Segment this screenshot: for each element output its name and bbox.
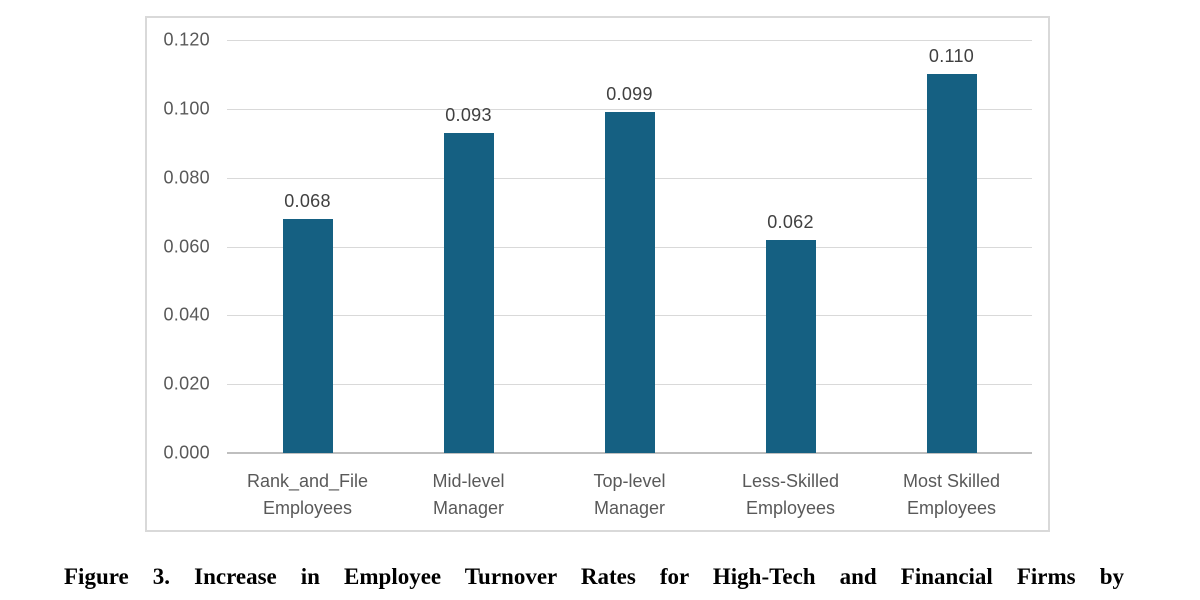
y-tick-label: 0.060 — [163, 236, 210, 256]
category-label: Less-Skilled Employees — [741, 471, 840, 518]
y-tick-label: 0.020 — [163, 373, 210, 394]
bar-value-label: 0.068 — [284, 190, 331, 211]
y-tick-label: 0.100 — [163, 98, 210, 119]
category-label: Top-level Manager — [593, 471, 666, 518]
x-axis-line — [227, 452, 1032, 454]
gridline — [227, 108, 1032, 110]
bar-value-label: 0.062 — [767, 211, 814, 232]
bar — [443, 132, 494, 453]
category-label: Most Skilled Employees — [902, 471, 1001, 518]
y-tick-label: 0.040 — [163, 304, 210, 325]
bar — [604, 112, 655, 453]
gridline — [227, 40, 1032, 41]
bar — [765, 239, 816, 453]
bar — [926, 74, 977, 453]
y-tick-label: 0.080 — [163, 167, 210, 188]
y-tick-label: 0.120 — [163, 29, 210, 50]
bar-value-label: 0.093 — [445, 104, 492, 125]
bar-value-label: 0.099 — [606, 84, 653, 105]
category-label: Mid-level Manager — [432, 471, 505, 518]
y-tick-label: 0.000 — [163, 442, 210, 463]
figure-caption: Figure 3. Increase in Employee Turnover … — [64, 564, 1124, 589]
category-label: Rank_and_File Employees — [246, 471, 369, 518]
bar — [282, 218, 333, 453]
bar-value-label: 0.110 — [928, 46, 975, 67]
